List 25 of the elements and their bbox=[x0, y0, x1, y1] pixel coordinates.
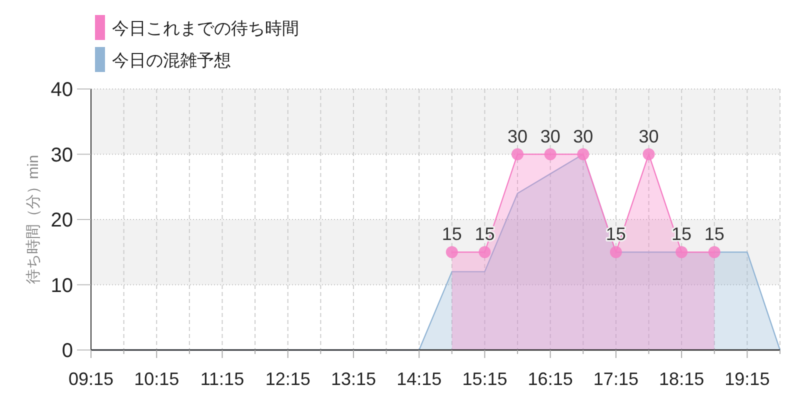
x-tick-label: 18:15 bbox=[659, 369, 704, 389]
value-label: 15 bbox=[704, 224, 724, 244]
x-tick-label: 14:15 bbox=[396, 369, 442, 389]
y-tick-label: 0 bbox=[62, 340, 73, 362]
x-tick-label: 10:15 bbox=[134, 369, 180, 389]
value-label: 30 bbox=[573, 126, 594, 146]
x-tick-label: 19:15 bbox=[724, 369, 770, 389]
x-tick-label: 15:15 bbox=[462, 369, 508, 389]
value-label: 30 bbox=[638, 126, 659, 146]
x-tick-label: 11:15 bbox=[200, 369, 244, 389]
value-label: 30 bbox=[508, 126, 528, 146]
x-tick-label: 12:15 bbox=[265, 369, 310, 389]
y-tick-label: 30 bbox=[50, 144, 73, 166]
x-tick-label: 16:15 bbox=[528, 369, 573, 389]
x-tick-label: 09:15 bbox=[68, 369, 114, 389]
x-tick-label: 13:15 bbox=[330, 369, 376, 389]
x-tick-label: 17:15 bbox=[593, 369, 638, 389]
legend-label: 今日これまでの待ち時間 bbox=[112, 19, 299, 38]
y-label: 待ち時間（分）min bbox=[25, 154, 42, 284]
value-label: 15 bbox=[442, 224, 462, 244]
y-tick-label: 10 bbox=[50, 274, 73, 297]
y-tick-label: 20 bbox=[50, 210, 73, 232]
value-label: 30 bbox=[540, 126, 560, 146]
legend-label: 今日の混雑予想 bbox=[112, 51, 231, 70]
y-tick-label: 40 bbox=[50, 79, 73, 101]
